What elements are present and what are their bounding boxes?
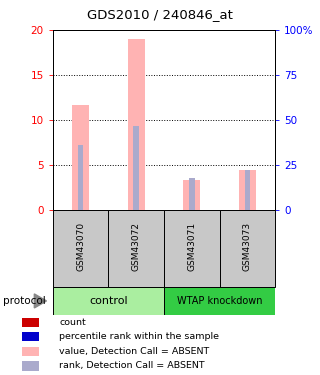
Bar	[22, 346, 39, 356]
Text: GSM43073: GSM43073	[243, 222, 252, 272]
Bar	[133, 126, 139, 210]
Bar	[220, 210, 275, 287]
Text: GSM43070: GSM43070	[76, 222, 85, 272]
Bar	[53, 287, 164, 315]
Bar	[128, 39, 145, 210]
Text: protocol: protocol	[3, 296, 46, 306]
Text: GDS2010 / 240846_at: GDS2010 / 240846_at	[87, 8, 233, 21]
Bar	[164, 287, 275, 315]
Bar	[108, 210, 164, 287]
Text: count: count	[59, 318, 86, 327]
Text: GSM43071: GSM43071	[187, 222, 196, 272]
Bar	[78, 145, 84, 210]
Bar	[183, 180, 200, 210]
Bar	[22, 361, 39, 370]
Text: WTAP knockdown: WTAP knockdown	[177, 296, 262, 306]
Text: percentile rank within the sample: percentile rank within the sample	[59, 332, 219, 341]
Text: control: control	[89, 296, 128, 306]
Bar	[22, 318, 39, 327]
Bar	[239, 170, 256, 210]
Polygon shape	[34, 294, 46, 308]
Bar	[189, 178, 195, 210]
Bar	[244, 170, 250, 210]
Bar	[53, 210, 108, 287]
Bar	[22, 332, 39, 342]
Bar	[72, 105, 89, 210]
Text: GSM43072: GSM43072	[132, 222, 141, 272]
Bar	[164, 210, 220, 287]
Text: value, Detection Call = ABSENT: value, Detection Call = ABSENT	[59, 347, 210, 356]
Text: rank, Detection Call = ABSENT: rank, Detection Call = ABSENT	[59, 362, 205, 370]
